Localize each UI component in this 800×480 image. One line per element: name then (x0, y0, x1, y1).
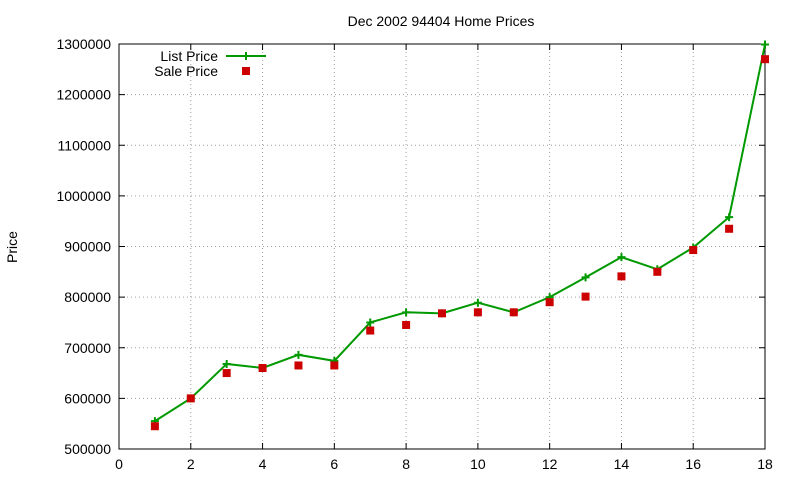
y-tick-label: 900000 (64, 239, 111, 255)
legend-label-list-price: List Price (160, 48, 218, 64)
x-tick-label: 10 (470, 456, 486, 472)
list-price-line (154, 44, 766, 423)
sale-price-point (653, 267, 662, 276)
list-price-point (581, 273, 590, 282)
chart-title: Dec 2002 94404 Home Prices (348, 13, 535, 29)
sale-price-point (402, 320, 411, 329)
x-tick-label: 2 (187, 456, 195, 472)
sale-price-point (617, 272, 626, 281)
x-tick-label: 12 (542, 456, 558, 472)
y-tick-label: 600000 (64, 390, 111, 406)
x-tick-label: 18 (757, 456, 773, 472)
y-tick-label: 700000 (64, 340, 111, 356)
sale-price-point (473, 308, 482, 317)
list-price-point (761, 40, 769, 49)
axis-ticks: 0 2 4 6 8 10 12 14 16 18 500000 600000 700000 800000 9… (56, 36, 773, 472)
list-price-point (402, 308, 411, 317)
x-tick-label: 4 (259, 456, 267, 472)
y-tick-label: 1100000 (58, 137, 112, 153)
list-price-point (222, 359, 231, 368)
sale-price-point (186, 394, 195, 403)
sale-price-point (689, 246, 698, 255)
legend-swatches (226, 52, 266, 75)
y-tick-label: 1300000 (56, 36, 111, 52)
legend-swatch-sale-price-marker (242, 67, 250, 75)
y-tick-label: 500000 (64, 441, 111, 457)
sale-price-point (545, 298, 554, 307)
sale-price-point (438, 309, 446, 318)
legend-swatch-list-price-marker (242, 52, 250, 60)
series-layer (150, 40, 769, 431)
list-price-point (725, 213, 734, 222)
sale-price-point (509, 308, 518, 317)
sale-price-point (761, 55, 769, 64)
list-price-point (366, 318, 375, 327)
y-tick-label: 1000000 (56, 188, 111, 204)
sale-price-point (725, 224, 734, 233)
x-tick-label: 16 (685, 456, 701, 472)
legend: List Price Sale Price (154, 48, 266, 79)
sale-price-point (581, 292, 590, 301)
sale-price-point (222, 369, 231, 378)
y-tick-label: 800000 (64, 289, 111, 305)
list-price-point (617, 253, 626, 262)
sale-price-point (330, 361, 339, 370)
legend-label-sale-price: Sale Price (154, 63, 218, 79)
x-tick-label: 0 (115, 456, 123, 472)
sale-price-point (150, 422, 159, 431)
sale-price-point (294, 361, 303, 370)
x-tick-label: 8 (402, 456, 410, 472)
list-price-point (473, 298, 482, 307)
list-price-point (294, 350, 303, 359)
x-tick-label: 6 (330, 456, 338, 472)
y-tick-label: 1200000 (56, 87, 111, 103)
x-tick-label: 14 (614, 456, 630, 472)
sale-price-point (366, 326, 375, 335)
y-axis-label: Price (4, 231, 20, 263)
sale-price-point (258, 364, 267, 372)
grid-lines (119, 44, 765, 449)
